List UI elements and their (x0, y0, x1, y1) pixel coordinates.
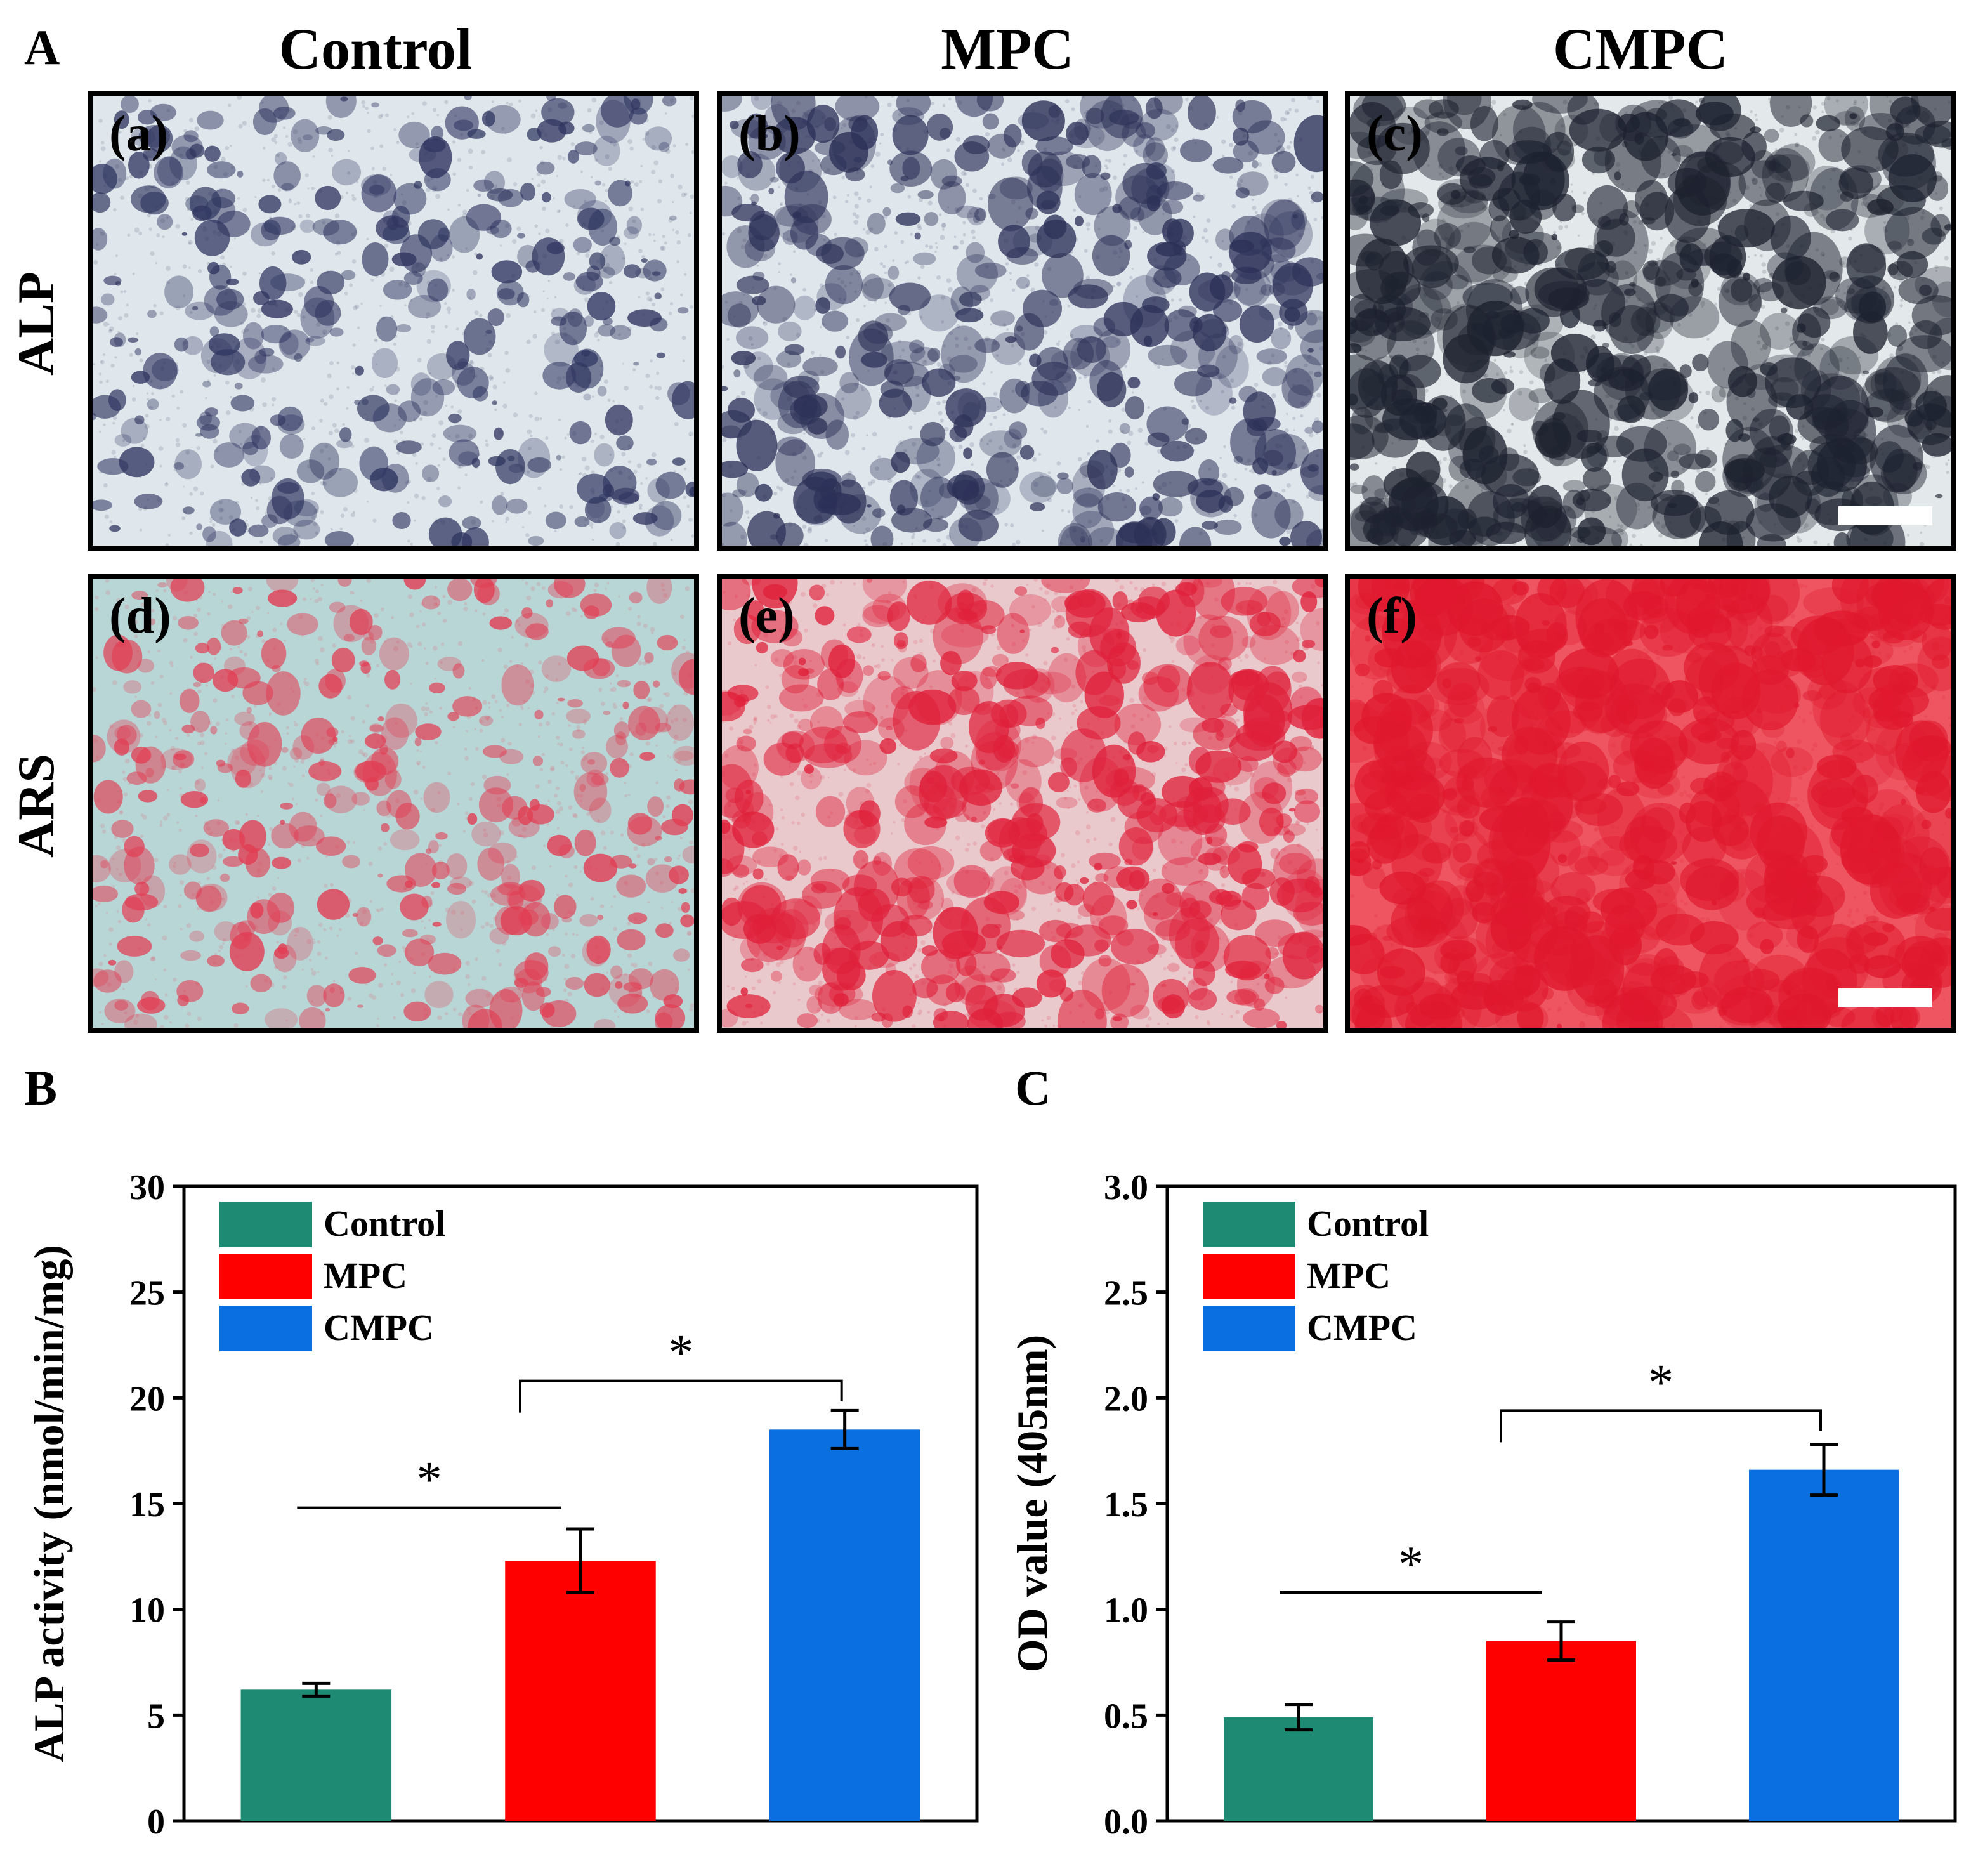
micrograph-label: (a) (109, 106, 169, 162)
y-tick-label: 0 (147, 1802, 165, 1842)
y-tick-label: 25 (129, 1274, 165, 1313)
micrograph-label: (d) (109, 588, 171, 644)
micrograph-label: (f) (1366, 588, 1417, 644)
row-title-ars: ARS (7, 753, 65, 858)
y-tick-label: 5 (147, 1696, 165, 1736)
micrograph-alp-control: (a) (88, 91, 699, 551)
column-title-mpc: MPC (941, 16, 1074, 81)
micrograph-texture (722, 96, 1323, 546)
legend-swatch (219, 1202, 312, 1247)
legend-swatch (1203, 1254, 1295, 1299)
micrograph-ars-cmpc: (f) (1345, 574, 1956, 1033)
y-tick-label: 0.0 (1104, 1802, 1148, 1842)
legend-swatch (219, 1254, 312, 1299)
bar-mpc (505, 1561, 656, 1821)
chart-b-alp-activity: 0 5 10 15 20 25 30 ALP activity (nmol/min/mg) * *… (25, 1168, 979, 1842)
bar-control (1224, 1717, 1373, 1821)
column-title-cmpc: CMPC (1553, 16, 1728, 81)
micrograph-alp-cmpc: (c) (1345, 91, 1956, 551)
y-tick-label: 15 (129, 1485, 165, 1525)
y-axis-label: ALP activity (nmol/min/mg) (25, 1245, 73, 1762)
column-title-control: Control (278, 16, 473, 81)
micrograph-texture (1350, 96, 1951, 546)
y-tick-label: 1.0 (1104, 1591, 1148, 1630)
micrograph-ars-control: (d) (88, 574, 699, 1033)
scale-bar (1838, 506, 1932, 525)
y-tick-label: 1.5 (1104, 1485, 1148, 1525)
bar-mpc (1486, 1641, 1636, 1821)
y-tick-label: 2.5 (1104, 1274, 1148, 1313)
micrograph-label: (b) (738, 106, 801, 162)
significance-star: * (417, 1452, 442, 1508)
micrograph-texture (93, 579, 694, 1028)
chart-c-od-value: 0.0 0.5 1.0 1.5 2.0 2.5 3.0 OD value (405nm) * * C… (1008, 1168, 1957, 1842)
significance-star: * (668, 1325, 693, 1381)
significance-star: * (1648, 1355, 1673, 1410)
panel-b-letter: B (24, 1060, 58, 1115)
micrograph-ars-mpc: (e) (717, 574, 1328, 1033)
legend-label: MPC (1307, 1255, 1391, 1296)
panel-c-letter: C (1015, 1060, 1051, 1115)
y-tick-label: 20 (129, 1379, 165, 1419)
legend-label: MPC (324, 1255, 407, 1296)
bar-control (240, 1689, 392, 1821)
legend-swatch (219, 1306, 312, 1351)
micrograph-texture (93, 96, 694, 546)
significance-bracket (1500, 1409, 1822, 1443)
legend-swatch (1203, 1202, 1295, 1247)
legend-label: Control (324, 1203, 445, 1244)
micrograph-texture (1350, 579, 1951, 1028)
y-tick-label: 0.5 (1104, 1696, 1148, 1736)
bar-cmpc (769, 1429, 920, 1821)
y-tick-label: 30 (129, 1168, 165, 1207)
micrograph-label: (e) (738, 588, 795, 644)
micrograph-label: (c) (1366, 106, 1423, 162)
y-axis-label: OD value (405nm) (1008, 1335, 1056, 1673)
micrograph-alp-mpc: (b) (717, 91, 1328, 551)
legend-label: CMPC (324, 1307, 434, 1348)
legend-swatch (1203, 1306, 1295, 1351)
micrograph-texture (722, 579, 1323, 1028)
significance-bracket (519, 1379, 843, 1413)
bar-cmpc (1749, 1469, 1899, 1821)
y-tick-label: 3.0 (1104, 1168, 1148, 1207)
scale-bar (1838, 988, 1932, 1007)
significance-star: * (1398, 1537, 1424, 1592)
row-title-alp: ALP (7, 272, 65, 376)
legend-label: CMPC (1307, 1307, 1417, 1348)
y-tick-label: 2.0 (1104, 1379, 1148, 1419)
legend-label: Control (1307, 1203, 1429, 1244)
y-tick-label: 10 (129, 1591, 165, 1630)
panel-a-letter: A (24, 20, 60, 75)
